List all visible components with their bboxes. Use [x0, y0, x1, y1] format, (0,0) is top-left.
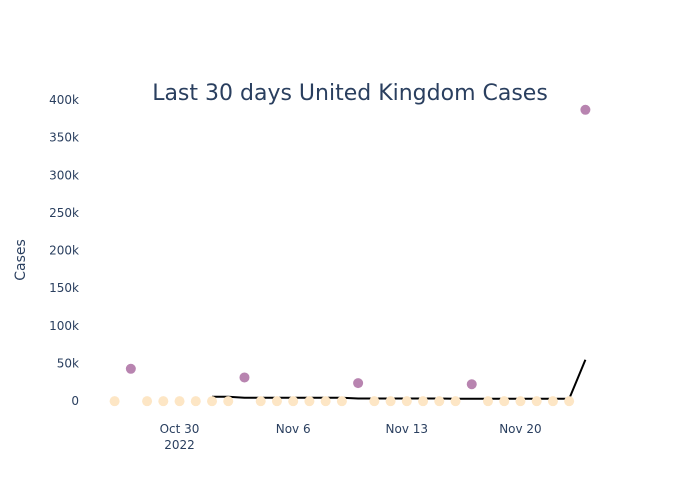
y-tick-label: 400k — [49, 93, 79, 107]
x-tick-label: Oct 30 — [160, 422, 200, 436]
data-point[interactable] — [564, 396, 575, 407]
data-point[interactable] — [320, 396, 331, 407]
y-tick-label: 300k — [49, 168, 79, 182]
data-point[interactable] — [336, 396, 347, 407]
data-point[interactable] — [304, 396, 315, 407]
y-tick-label: 200k — [49, 244, 79, 258]
data-point[interactable] — [271, 396, 282, 407]
x-tick-label: Nov 20 — [499, 422, 542, 436]
data-point[interactable] — [369, 396, 380, 407]
data-point[interactable] — [125, 363, 136, 374]
data-point[interactable] — [174, 396, 185, 407]
x-tick-year-label: 2022 — [164, 438, 195, 452]
data-point[interactable] — [531, 396, 542, 407]
data-point[interactable] — [255, 396, 266, 407]
y-tick-label: 100k — [49, 319, 79, 333]
x-tick-label: Nov 13 — [386, 422, 429, 436]
data-point[interactable] — [353, 378, 364, 389]
y-tick-label: 150k — [49, 281, 79, 295]
data-point[interactable] — [515, 396, 526, 407]
y-axis-ticks: 0 50k 100k 150k 200k 250k 300k 350k 400k — [49, 93, 79, 408]
average-line — [212, 359, 587, 400]
y-tick-label: 0 — [71, 394, 79, 408]
data-point[interactable] — [207, 396, 218, 407]
y-tick-label: 50k — [57, 357, 79, 371]
y-tick-label: 250k — [49, 206, 79, 220]
data-point[interactable] — [385, 396, 396, 407]
data-point[interactable] — [223, 396, 234, 407]
data-point[interactable] — [239, 372, 250, 383]
data-point[interactable] — [142, 396, 153, 407]
data-point[interactable] — [190, 396, 201, 407]
data-point[interactable] — [434, 396, 445, 407]
data-point[interactable] — [547, 396, 558, 407]
x-tick-label: Nov 6 — [276, 422, 311, 436]
data-point[interactable] — [158, 396, 169, 407]
data-point[interactable] — [418, 396, 429, 407]
data-point[interactable] — [401, 396, 412, 407]
average-line-layer — [212, 359, 587, 400]
data-points-layer — [109, 104, 591, 407]
data-point[interactable] — [288, 396, 299, 407]
y-axis-title: Cases — [13, 239, 29, 281]
data-point[interactable] — [450, 396, 461, 407]
x-axis-ticks: Oct 30 2022 Nov 6 Nov 13 Nov 20 — [160, 422, 542, 452]
data-point[interactable] — [499, 396, 510, 407]
data-point[interactable] — [482, 396, 493, 407]
data-point[interactable] — [580, 104, 591, 115]
data-point[interactable] — [466, 379, 477, 390]
data-point[interactable] — [109, 396, 120, 407]
y-tick-label: 350k — [49, 131, 79, 145]
chart-title: Last 30 days United Kingdom Cases — [152, 81, 548, 106]
